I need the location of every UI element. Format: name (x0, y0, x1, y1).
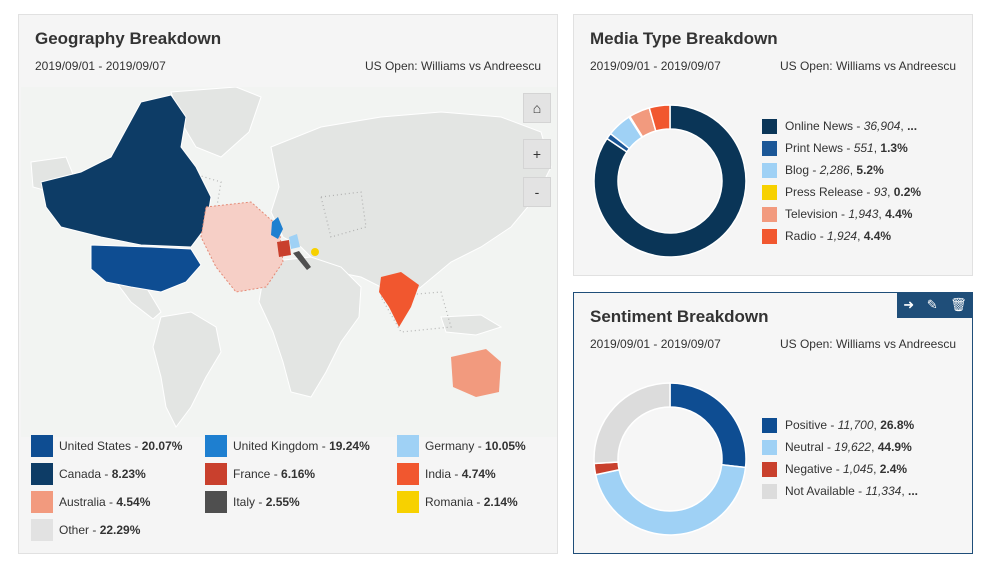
legend-swatch (397, 463, 419, 485)
france-region[interactable] (277, 240, 291, 257)
legend-item-india[interactable]: India - 4.74% (397, 463, 496, 485)
sentiment-topic: US Open: Williams vs Andreescu (779, 337, 956, 351)
sentiment-slice-not-available[interactable] (593, 382, 671, 465)
media-legend-print-news[interactable]: Print News - 551, 1.3% (762, 137, 921, 159)
france-hatched-region (200, 201, 284, 293)
media-date-range: 2019/09/01 - 2019/09/07 (590, 59, 721, 73)
world-map[interactable]: ⌂ + - (21, 87, 557, 437)
legend-item-germany[interactable]: Germany - 10.05% (397, 435, 526, 457)
sentiment-legend-negative[interactable]: Negative - 1,045, 2.4% (762, 458, 918, 480)
geography-date-range: 2019/09/01 - 2019/09/07 (35, 59, 166, 73)
media-legend-online-news[interactable]: Online News - 36,904, ... (762, 115, 921, 137)
sentiment-date-range: 2019/09/01 - 2019/09/07 (590, 337, 721, 351)
legend-item-united-states[interactable]: United States - 20.07% (31, 435, 182, 457)
legend-item-united-kingdom[interactable]: United Kingdom - 19.24% (205, 435, 370, 457)
legend-swatch (397, 491, 419, 513)
legend-swatch (205, 435, 227, 457)
legend-swatch (762, 461, 777, 477)
legend-item-canada[interactable]: Canada - 8.23% (31, 463, 146, 485)
legend-swatch (762, 184, 777, 200)
sentiment-panel: ➜ ✎ 🗑 Sentiment Breakdown 2019/09/01 - 2… (573, 292, 973, 554)
geography-panel: Geography Breakdown 2019/09/01 - 2019/09… (18, 14, 558, 554)
legend-swatch (31, 519, 53, 541)
home-icon: ⌂ (532, 100, 542, 116)
sentiment-slice-neutral[interactable] (594, 463, 747, 536)
sentiment-legend-positive[interactable]: Positive - 11,700, 26.8% (762, 414, 918, 436)
media-title: Media Type Breakdown (590, 29, 778, 48)
sentiment-donut-chart[interactable] (592, 381, 748, 537)
sentiment-slice-positive[interactable] (669, 382, 747, 469)
media-legend-blog[interactable]: Blog - 2,286, 5.2% (762, 159, 921, 181)
pencil-icon[interactable]: ✎ (926, 297, 938, 312)
legend-swatch (762, 439, 777, 455)
media-donut-chart[interactable] (592, 103, 748, 259)
legend-swatch (31, 491, 53, 513)
legend-swatch (397, 435, 419, 457)
legend-swatch (205, 491, 227, 513)
zoom-out-button[interactable]: - (523, 177, 551, 207)
legend-item-italy[interactable]: Italy - 2.55% (205, 491, 300, 513)
romania-region[interactable] (311, 248, 319, 256)
legend-item-france[interactable]: France - 6.16% (205, 463, 315, 485)
legend-swatch (762, 162, 777, 178)
united-states-region[interactable] (90, 244, 202, 293)
sentiment-title: Sentiment Breakdown (590, 307, 769, 326)
germany-region[interactable] (289, 234, 300, 249)
media-legend-radio[interactable]: Radio - 1,924, 4.4% (762, 225, 921, 247)
legend-swatch (762, 118, 777, 134)
panel-toolbar: ➜ ✎ 🗑 (897, 292, 973, 318)
canada-region[interactable] (40, 94, 212, 248)
sentiment-legend: Positive - 11,700, 26.8% Neutral - 19,62… (762, 414, 918, 502)
legend-swatch (762, 140, 777, 156)
legend-item-romania[interactable]: Romania - 2.14% (397, 491, 518, 513)
geography-topic: US Open: Williams vs Andreescu (364, 59, 541, 73)
media-topic: US Open: Williams vs Andreescu (779, 59, 956, 73)
sentiment-legend-neutral[interactable]: Neutral - 19,622, 44.9% (762, 436, 918, 458)
legend-swatch (205, 463, 227, 485)
media-type-panel: Media Type Breakdown 2019/09/01 - 2019/0… (573, 14, 973, 276)
legend-swatch (31, 463, 53, 485)
legend-item-other[interactable]: Other - 22.29% (31, 519, 140, 541)
india-region[interactable] (379, 272, 419, 327)
legend-swatch (762, 228, 777, 244)
media-legend: Online News - 36,904, ... Print News - 5… (762, 115, 921, 247)
geography-title: Geography Breakdown (35, 29, 222, 48)
legend-swatch (31, 435, 53, 457)
media-slice-radio[interactable] (648, 104, 671, 132)
italy-region[interactable] (293, 251, 311, 270)
legend-swatch (762, 417, 777, 433)
united-kingdom-region[interactable] (271, 217, 283, 239)
media-slice-online-news[interactable] (593, 104, 747, 258)
world-map-svg (30, 87, 552, 428)
legend-swatch (762, 206, 777, 222)
media-legend-press-release[interactable]: Press Release - 93, 0.2% (762, 181, 921, 203)
sentiment-legend-not-available[interactable]: Not Available - 11,334, ... (762, 480, 918, 502)
legend-item-australia[interactable]: Australia - 4.54% (31, 491, 150, 513)
media-legend-television[interactable]: Television - 1,943, 4.4% (762, 203, 921, 225)
map-home-button[interactable]: ⌂ (523, 93, 551, 123)
zoom-in-button[interactable]: + (523, 139, 551, 169)
legend-swatch (762, 483, 777, 499)
australia-region[interactable] (451, 349, 501, 397)
trash-icon[interactable]: 🗑 (950, 297, 967, 312)
export-icon[interactable]: ➜ (903, 297, 915, 312)
